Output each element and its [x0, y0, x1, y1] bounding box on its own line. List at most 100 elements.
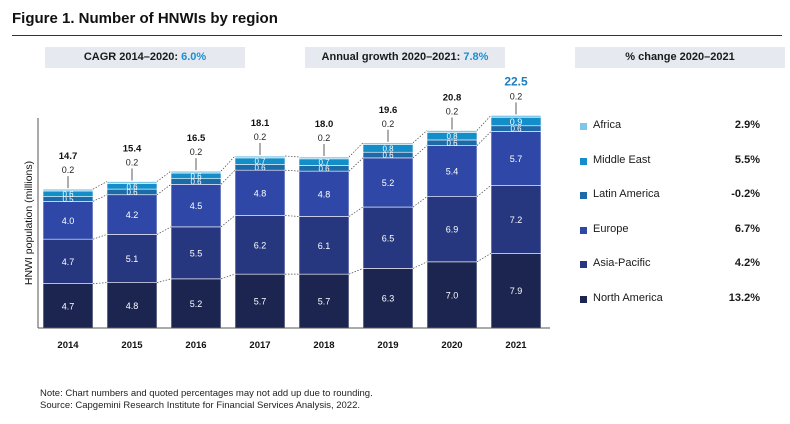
connector-0-2016	[220, 273, 236, 280]
x-tick-2020: 2020	[441, 340, 462, 351]
legend-change: -0.2%	[731, 188, 760, 200]
connector-1-2019	[412, 196, 428, 208]
figure-title: Figure 1. Number of HNWIs by region	[12, 10, 278, 27]
bar-asia-pacific-2021	[490, 185, 542, 254]
total-label-2020: 20.8	[443, 92, 462, 103]
bar-north-america-2019	[362, 268, 414, 329]
value-label-asia-pacific-2020: 6.9	[446, 225, 459, 235]
value-label-north-america-2018: 5.7	[318, 297, 331, 307]
value-label-europe-2020: 5.4	[446, 167, 459, 177]
connector-0-2019	[412, 261, 428, 269]
bar-asia-pacific-2019	[362, 206, 414, 269]
bar-africa-2018	[298, 156, 350, 160]
connector-0-2018	[348, 268, 364, 275]
x-tick-2021: 2021	[505, 340, 527, 351]
y-axis-label: HNWI population (millions)	[23, 161, 35, 285]
legend-item-middle-east: Middle East 5.5%	[580, 154, 780, 170]
cagr-label: CAGR 2014–2020:	[83, 51, 182, 63]
value-label-middle-east-2016: 0.6	[190, 172, 202, 181]
connector-1-2018	[348, 206, 364, 217]
legend-label: Africa	[593, 119, 622, 131]
value-label-latin-america-2015: 0.6	[126, 188, 138, 197]
value-label-asia-pacific-2015: 5.1	[126, 254, 139, 264]
legend-change: 2.9%	[734, 119, 760, 131]
connector-0-2014	[92, 282, 108, 284]
value-label-europe-2015: 4.2	[126, 210, 139, 220]
total-label-2021: 22.5	[504, 74, 528, 88]
value-label-north-america-2019: 6.3	[382, 294, 395, 304]
value-label-africa-2016: 0.2	[190, 147, 203, 157]
value-label-latin-america-2021: 0.6	[510, 125, 522, 134]
value-label-africa-2020: 0.2	[446, 106, 459, 116]
footnote: Note: Chart numbers and quoted percentag…	[40, 388, 373, 412]
title-rule	[12, 35, 782, 36]
x-tick-2014: 2014	[57, 340, 79, 351]
legend-label: Asia-Pacific	[593, 257, 651, 269]
value-label-asia-pacific-2019: 6.5	[382, 233, 395, 243]
value-label-north-america-2020: 7.0	[446, 290, 459, 300]
connector-2-2018	[348, 157, 364, 172]
value-label-europe-2014: 4.0	[62, 216, 75, 226]
value-label-africa-2015: 0.2	[126, 158, 139, 168]
bar-north-america-2014	[42, 283, 94, 329]
value-label-europe-2018: 4.8	[318, 189, 331, 199]
bar-europe-2018	[298, 170, 350, 217]
bar-africa-2015	[106, 181, 158, 184]
connector-2-2017	[284, 169, 300, 172]
note-text: Note: Chart numbers and quoted percentag…	[40, 388, 373, 399]
total-label-2016: 16.5	[187, 133, 206, 144]
connector-1-2017	[284, 215, 300, 217]
connector-2-2014	[92, 194, 108, 202]
value-label-middle-east-2014: 0.6	[62, 190, 74, 199]
value-label-latin-america-2018: 0.6	[318, 164, 330, 173]
value-label-europe-2016: 4.5	[190, 201, 203, 211]
bar-africa-2014	[42, 188, 94, 192]
legend-item-north-america: North America 13.2%	[580, 292, 780, 308]
cagr-value: 6.0%	[181, 51, 207, 63]
bar-europe-2019	[362, 157, 414, 208]
legend-label: North America	[593, 292, 663, 304]
value-label-africa-2021: 0.2	[510, 91, 523, 101]
value-label-asia-pacific-2018: 6.1	[318, 241, 331, 251]
legend-label: Europe	[593, 223, 629, 235]
bar-africa-2017	[234, 155, 286, 159]
total-label-2018: 18.0	[315, 119, 334, 130]
legend-change: 5.5%	[734, 154, 760, 166]
connector-5-2020	[476, 115, 492, 131]
value-label-europe-2019: 5.2	[382, 178, 395, 188]
growth-label: Annual growth 2020–2021:	[321, 51, 464, 63]
x-tick-2019: 2019	[377, 340, 398, 351]
x-tick-2017: 2017	[249, 340, 270, 351]
cagr-box: CAGR 2014–2020: 6.0%	[45, 47, 245, 68]
value-label-asia-pacific-2021: 7.2	[510, 215, 523, 225]
legend-item-europe: Europe 6.7%	[580, 223, 780, 239]
value-label-africa-2014: 0.2	[62, 165, 75, 175]
value-label-middle-east-2017: 0.7	[254, 157, 266, 166]
connector-2-2016	[220, 169, 236, 185]
bar-europe-2017	[234, 169, 286, 216]
x-tick-2015: 2015	[121, 340, 143, 351]
connector-5-2019	[412, 130, 428, 144]
connector-2-2015	[156, 184, 172, 196]
legend-change: 6.7%	[734, 223, 760, 235]
connector-0-2015	[156, 278, 172, 283]
legend-item-asia-pacific: Asia-Pacific 4.2%	[580, 257, 780, 273]
value-label-asia-pacific-2017: 6.2	[254, 240, 267, 250]
change-header: % change 2020–2021	[625, 51, 735, 63]
bar-africa-2019	[362, 142, 414, 145]
value-label-north-america-2014: 4.7	[62, 301, 75, 311]
value-label-north-america-2015: 4.8	[126, 301, 139, 311]
bar-north-america-2016	[170, 278, 222, 329]
value-label-middle-east-2021: 0.9	[510, 117, 523, 127]
value-label-north-america-2016: 5.2	[190, 299, 203, 309]
bar-africa-2016	[170, 170, 222, 174]
total-label-2019: 19.6	[379, 105, 398, 116]
connector-5-2017	[284, 155, 300, 158]
value-label-middle-east-2018: 0.7	[318, 158, 330, 167]
source-text: Source: Capgemini Research Institute for…	[40, 400, 360, 411]
bar-north-america-2021	[490, 253, 542, 329]
bar-africa-2021	[490, 115, 542, 118]
bar-asia-pacific-2018	[298, 216, 350, 275]
connector-0-2020	[476, 253, 492, 263]
x-tick-2018: 2018	[313, 340, 334, 351]
